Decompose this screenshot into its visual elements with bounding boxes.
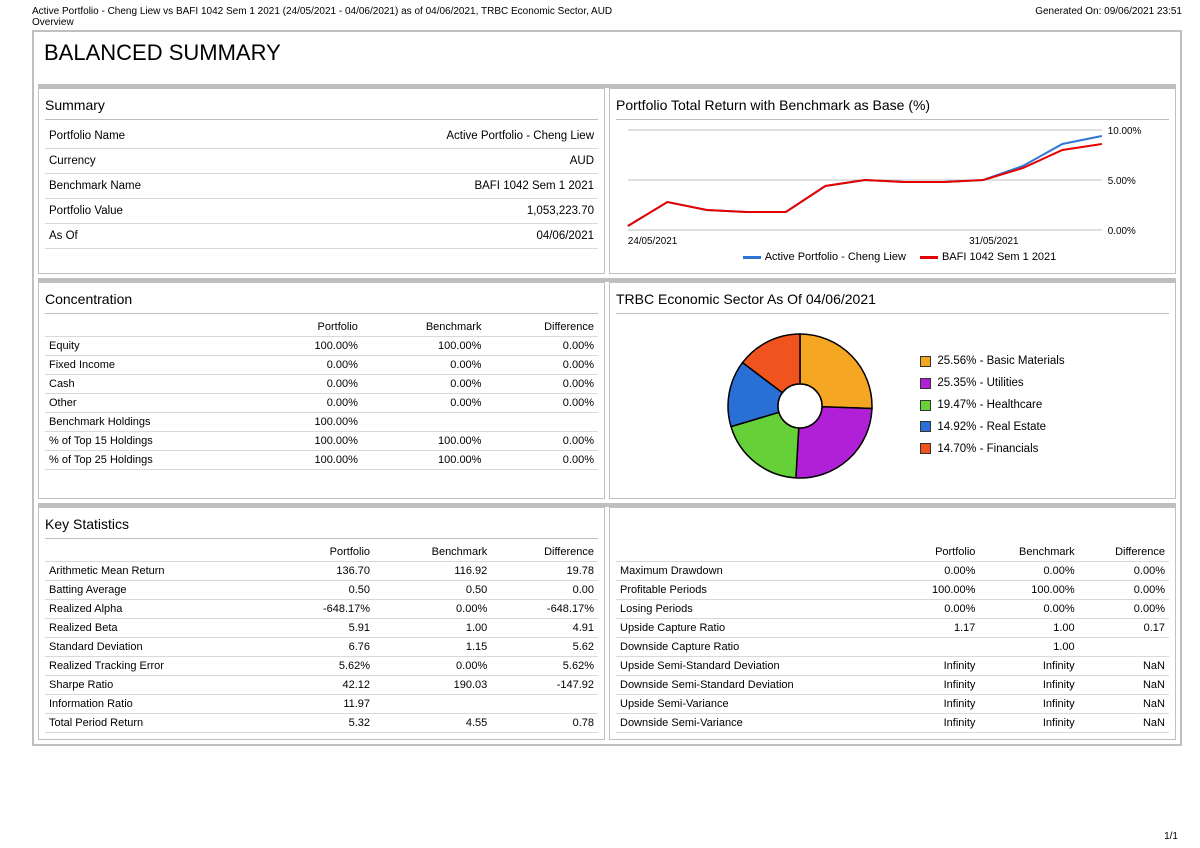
table-row: Downside Semi-VarianceInfinityInfinityNa… bbox=[616, 714, 1169, 733]
table-row: % of Top 25 Holdings100.00%100.00%0.00% bbox=[45, 451, 598, 470]
table-row: Downside Semi-Standard DeviationInfinity… bbox=[616, 676, 1169, 695]
concentration-table: PortfolioBenchmarkDifferenceEquity100.00… bbox=[45, 318, 598, 470]
pie-legend-item: 25.56% - Basic Materials bbox=[920, 351, 1064, 373]
table-row: Arithmetic Mean Return136.70116.9219.78 bbox=[45, 562, 598, 581]
table-row: Maximum Drawdown0.00%0.00%0.00% bbox=[616, 562, 1169, 581]
page-number: 1/1 bbox=[1164, 831, 1178, 842]
key-stats-title: Key Statistics bbox=[45, 512, 598, 539]
table-row: Batting Average0.500.500.00 bbox=[45, 581, 598, 600]
table-row: Realized Alpha-648.17%0.00%-648.17% bbox=[45, 600, 598, 619]
pie-legend-item: 14.92% - Real Estate bbox=[920, 417, 1064, 439]
key-stats-left-panel: Key Statistics PortfolioBenchmarkDiffere… bbox=[38, 507, 605, 740]
svg-text:31/05/2021: 31/05/2021 bbox=[969, 236, 1019, 244]
pie-legend-item: 19.47% - Healthcare bbox=[920, 395, 1064, 417]
table-row: Fixed Income0.00%0.00%0.00% bbox=[45, 356, 598, 375]
table-row: Realized Tracking Error5.62%0.00%5.62% bbox=[45, 657, 598, 676]
table-row: Benchmark Holdings100.00% bbox=[45, 413, 598, 432]
key-stats-left-table: PortfolioBenchmarkDifferenceArithmetic M… bbox=[45, 543, 598, 733]
summary-row: CurrencyAUD bbox=[45, 149, 598, 174]
table-row: Equity100.00%100.00%0.00% bbox=[45, 337, 598, 356]
table-row: Realized Beta5.911.004.91 bbox=[45, 619, 598, 638]
svg-text:24/05/2021: 24/05/2021 bbox=[628, 236, 678, 244]
table-row: Downside Capture Ratio1.00 bbox=[616, 638, 1169, 657]
svg-text:10.00%: 10.00% bbox=[1108, 126, 1142, 137]
table-row: Upside Semi-Standard DeviationInfinityIn… bbox=[616, 657, 1169, 676]
summary-row: Portfolio Value1,053,223.70 bbox=[45, 199, 598, 224]
summary-table: Portfolio NameActive Portfolio - Cheng L… bbox=[45, 124, 598, 249]
return-chart: 10.00% 5.00% 0.00% 24/05/2021 31/05/2021 bbox=[616, 124, 1169, 247]
table-row: Information Ratio11.97 bbox=[45, 695, 598, 714]
return-chart-panel: Portfolio Total Return with Benchmark as… bbox=[609, 88, 1176, 274]
table-row: Other0.00%0.00%0.00% bbox=[45, 394, 598, 413]
svg-text:0.00%: 0.00% bbox=[1108, 226, 1136, 237]
report-header: Active Portfolio - Cheng Liew vs BAFI 10… bbox=[0, 0, 1200, 28]
table-row: Losing Periods0.00%0.00%0.00% bbox=[616, 600, 1169, 619]
return-chart-title: Portfolio Total Return with Benchmark as… bbox=[616, 93, 1169, 120]
table-row: Cash0.00%0.00%0.00% bbox=[45, 375, 598, 394]
key-stats-right-table: PortfolioBenchmarkDifferenceMaximum Draw… bbox=[616, 543, 1169, 733]
svg-text:5.00%: 5.00% bbox=[1108, 176, 1136, 187]
pie-legend-item: 25.35% - Utilities bbox=[920, 373, 1064, 395]
summary-panel: Summary Portfolio NameActive Portfolio -… bbox=[38, 88, 605, 274]
concentration-panel: Concentration PortfolioBenchmarkDifferen… bbox=[38, 282, 605, 499]
return-chart-legend: Active Portfolio - Cheng LiewBAFI 1042 S… bbox=[616, 247, 1169, 263]
concentration-title: Concentration bbox=[45, 287, 598, 314]
table-row: Upside Capture Ratio1.171.000.17 bbox=[616, 619, 1169, 638]
pie-legend: 25.56% - Basic Materials25.35% - Utiliti… bbox=[920, 351, 1064, 460]
table-row: Total Period Return5.324.550.78 bbox=[45, 714, 598, 733]
pie-title: TRBC Economic Sector As Of 04/06/2021 bbox=[616, 287, 1169, 314]
key-stats-right-panel: . PortfolioBenchmarkDifferenceMaximum Dr… bbox=[609, 507, 1176, 740]
pie-chart bbox=[720, 326, 880, 486]
table-row: Standard Deviation6.761.155.62 bbox=[45, 638, 598, 657]
report-body: BALANCED SUMMARY Summary Portfolio NameA… bbox=[32, 30, 1182, 746]
table-row: % of Top 15 Holdings100.00%100.00%0.00% bbox=[45, 432, 598, 451]
table-row: Profitable Periods100.00%100.00%0.00% bbox=[616, 581, 1169, 600]
summary-row: Portfolio NameActive Portfolio - Cheng L… bbox=[45, 124, 598, 149]
table-row: Upside Semi-VarianceInfinityInfinityNaN bbox=[616, 695, 1169, 714]
header-line2: Overview bbox=[32, 17, 612, 28]
summary-title: Summary bbox=[45, 93, 598, 120]
header-line1: Active Portfolio - Cheng Liew vs BAFI 10… bbox=[32, 6, 612, 17]
summary-row: As Of04/06/2021 bbox=[45, 224, 598, 249]
table-row: Sharpe Ratio42.12190.03-147.92 bbox=[45, 676, 598, 695]
pie-legend-item: 14.70% - Financials bbox=[920, 439, 1064, 461]
summary-row: Benchmark NameBAFI 1042 Sem 1 2021 bbox=[45, 174, 598, 199]
generated-on: Generated On: 09/06/2021 23:51 bbox=[1035, 6, 1182, 28]
pie-panel: TRBC Economic Sector As Of 04/06/2021 25… bbox=[609, 282, 1176, 499]
page-title: BALANCED SUMMARY bbox=[38, 36, 1176, 84]
